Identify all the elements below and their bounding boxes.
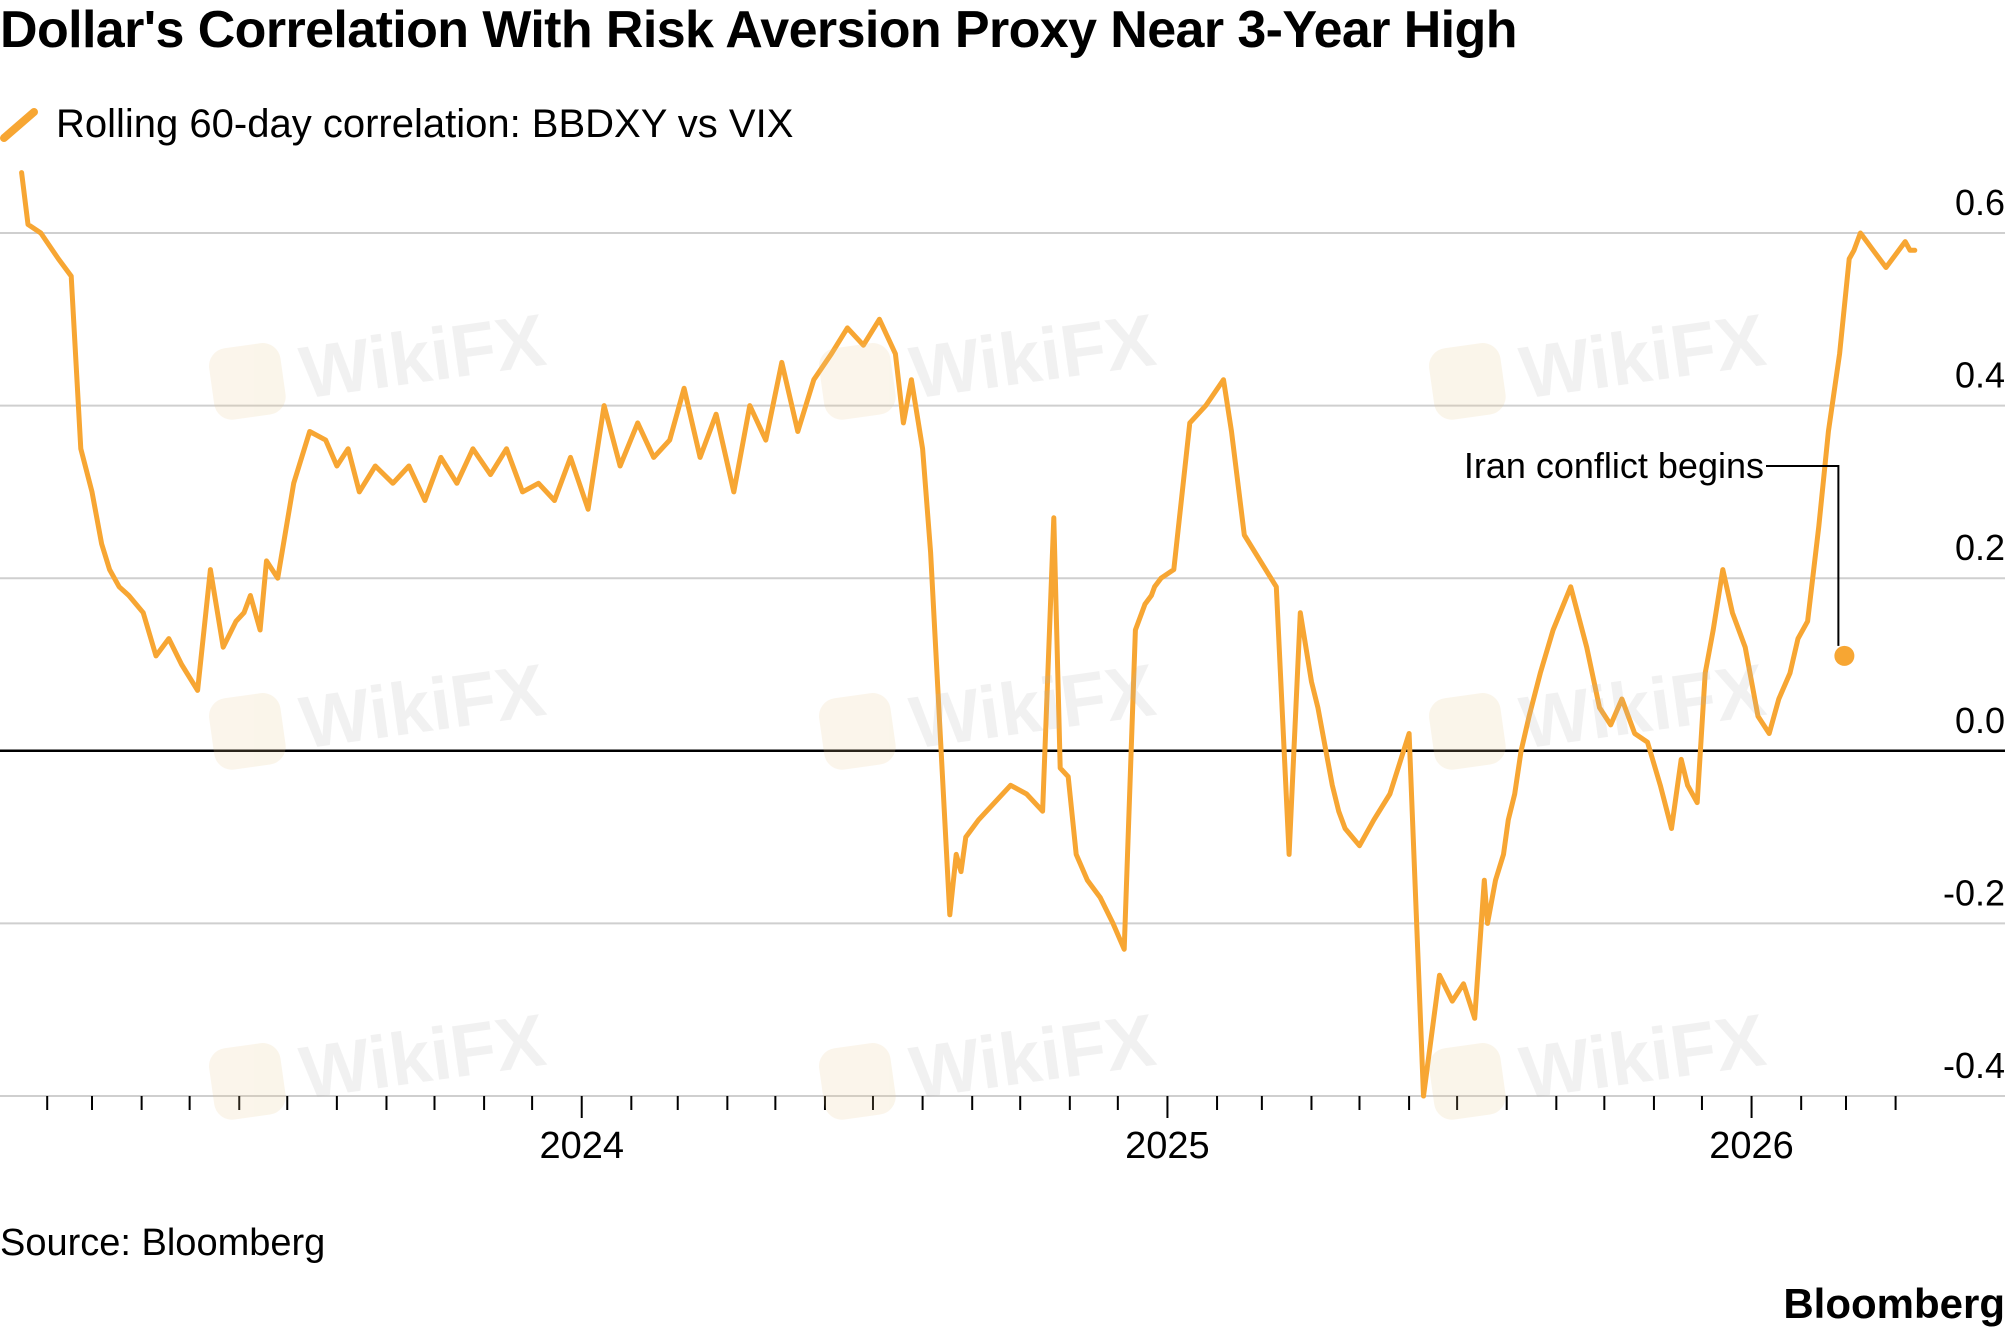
x-tick-label: 2024 — [539, 1125, 624, 1167]
annotation-marker — [1834, 645, 1855, 666]
annotation-label: Iran conflict begins — [1464, 445, 1764, 486]
brand-logo: Bloomberg — [1783, 1280, 2005, 1327]
x-tick-label: 2026 — [1709, 1125, 1794, 1167]
y-tick-label: 0.4 — [1955, 355, 2005, 396]
x-tick-label: 2025 — [1125, 1125, 1210, 1167]
legend-series-label: Rolling 60-day correlation: BBDXY vs VIX — [56, 102, 794, 146]
legend-line-swatch — [0, 108, 38, 142]
y-tick-label: -0.2 — [1943, 872, 2005, 913]
series-line — [19, 170, 1918, 1099]
chart-legend: Rolling 60-day correlation: BBDXY vs VIX — [0, 100, 793, 148]
y-tick-label: 0.0 — [1955, 700, 2005, 741]
y-tick-label: 0.2 — [1955, 527, 2005, 568]
y-tick-label: 0.6 — [1955, 182, 2005, 223]
annotation-leader — [1766, 465, 1840, 646]
y-tick-label: -0.4 — [1943, 1045, 2005, 1086]
source-note: Source: Bloomberg — [0, 1222, 326, 1264]
chart-title: Dollar's Correlation With Risk Aversion … — [0, 1, 1517, 59]
